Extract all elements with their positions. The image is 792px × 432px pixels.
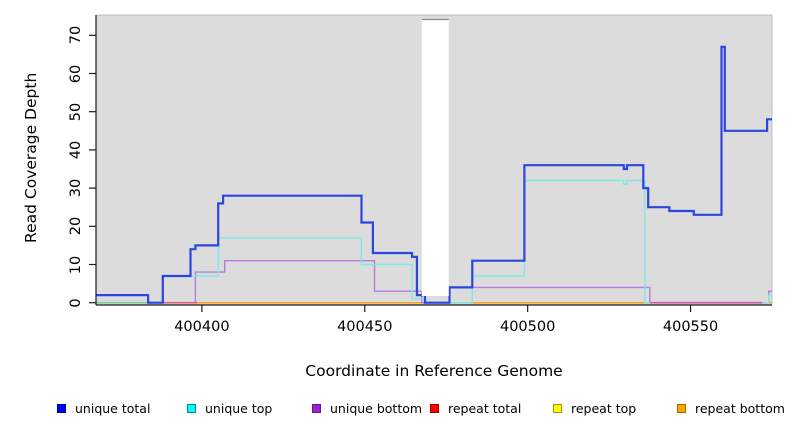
y-tick-label: 70 bbox=[68, 26, 84, 45]
legend-item-unique-top: unique top bbox=[187, 400, 273, 416]
x-axis-title: Coordinate in Reference Genome bbox=[305, 362, 563, 380]
legend-swatch-icon bbox=[677, 403, 686, 413]
legend-label: repeat top bbox=[571, 400, 637, 416]
legend-label: unique top bbox=[205, 400, 273, 416]
x-tick-label: 400450 bbox=[337, 319, 393, 335]
legend-swatch-icon bbox=[57, 403, 66, 413]
y-tick-label: 0 bbox=[68, 298, 84, 308]
x-tick-label: 400400 bbox=[174, 319, 230, 335]
x-tick-label: 400500 bbox=[499, 319, 556, 335]
y-tick-label: 40 bbox=[68, 140, 84, 160]
legend-label: unique bottom bbox=[330, 400, 423, 416]
y-tick-label: 30 bbox=[68, 178, 84, 198]
legend-swatch-icon bbox=[187, 403, 196, 413]
legend-swatch-icon bbox=[553, 403, 562, 413]
legend-label: repeat bottom bbox=[695, 400, 785, 416]
legend-swatch-icon bbox=[312, 403, 321, 413]
legend-item-repeat-bottom: repeat bottom bbox=[677, 400, 785, 416]
y-axis-title: Read Coverage Depth bbox=[22, 72, 40, 243]
y-tick-label: 60 bbox=[68, 64, 84, 83]
y-tick-label: 10 bbox=[68, 255, 84, 274]
legend-swatch-icon bbox=[430, 403, 439, 413]
masked-region-band bbox=[421, 19, 449, 296]
legend-item-unique-total: unique total bbox=[57, 400, 151, 416]
y-tick-label: 50 bbox=[68, 102, 84, 121]
y-tick-label: 20 bbox=[68, 217, 84, 236]
series-line-unique-total bbox=[96, 45, 772, 304]
legend-item-unique-bottom: unique bottom bbox=[312, 400, 423, 416]
legend-label: repeat total bbox=[448, 400, 522, 416]
legend-item-repeat-top: repeat top bbox=[553, 400, 637, 416]
legend-label: unique total bbox=[75, 400, 151, 416]
x-tick-label: 400550 bbox=[662, 319, 719, 335]
legend-item-repeat-total: repeat total bbox=[430, 400, 522, 416]
